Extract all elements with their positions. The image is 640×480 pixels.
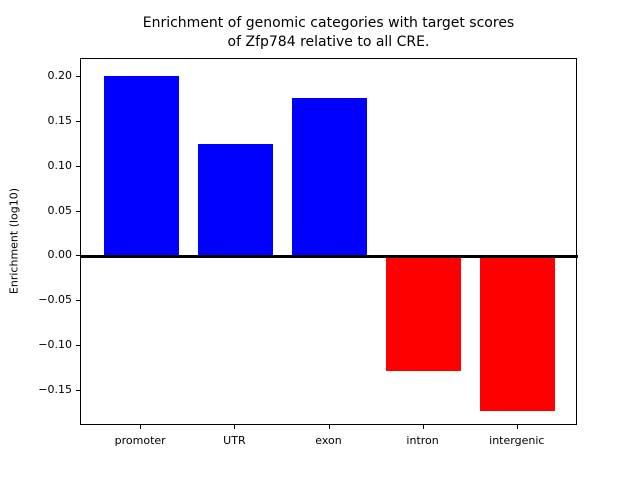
y-tick-label: 0.05 bbox=[47, 203, 73, 217]
y-tick-label: 0.10 bbox=[47, 158, 73, 172]
x-tick-label-promoter: promoter bbox=[114, 434, 166, 447]
x-tick-label-intron: intron bbox=[406, 434, 439, 447]
plot-area bbox=[80, 58, 578, 425]
bar-intergenic bbox=[480, 256, 556, 411]
y-tick-mark bbox=[76, 75, 80, 77]
y-tick-label: 0.00 bbox=[47, 248, 73, 262]
y-tick-label: 0.20 bbox=[47, 68, 73, 82]
y-tick-label: 0.15 bbox=[47, 113, 73, 127]
y-tick-mark bbox=[76, 210, 80, 212]
y-tick-mark bbox=[76, 345, 80, 347]
chart-title: Enrichment of genomic categories with ta… bbox=[142, 15, 515, 50]
bar-exon bbox=[291, 98, 368, 257]
y-tick-mark bbox=[76, 255, 80, 257]
y-tick-mark bbox=[76, 300, 80, 302]
y-tick-mark bbox=[76, 165, 80, 167]
y-tick-mark bbox=[76, 390, 80, 392]
y-tick-label: −0.10 bbox=[38, 338, 72, 352]
bar-intron bbox=[386, 256, 462, 371]
y-tick-label: −0.15 bbox=[38, 383, 72, 397]
y-tick-label: −0.05 bbox=[38, 293, 72, 307]
bar-promoter bbox=[103, 75, 179, 257]
x-tick-mark bbox=[422, 425, 424, 429]
x-tick-label-UTR: UTR bbox=[223, 434, 246, 447]
x-tick-mark bbox=[328, 425, 330, 429]
y-tick-mark bbox=[76, 120, 80, 122]
x-tick-mark bbox=[516, 425, 518, 429]
bar-UTR bbox=[197, 144, 273, 257]
zero-line bbox=[81, 255, 578, 258]
x-tick-mark bbox=[140, 425, 142, 429]
x-tick-mark bbox=[234, 425, 236, 429]
x-tick-label-exon: exon bbox=[315, 434, 342, 447]
x-tick-label-intergenic: intergenic bbox=[489, 434, 545, 447]
